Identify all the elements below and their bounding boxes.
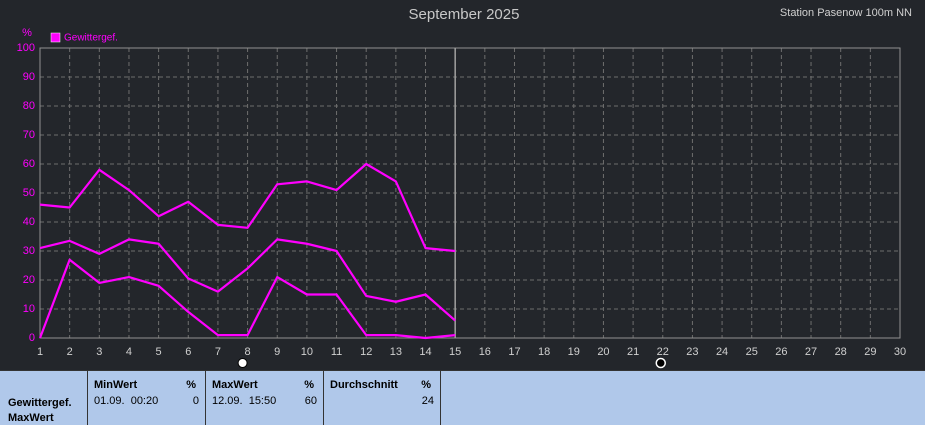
x-tick-label: 11	[331, 346, 342, 358]
legend-label: Gewittergef.	[64, 33, 118, 44]
cell-value: 0	[193, 395, 199, 407]
y-tick-label: 20	[23, 274, 35, 286]
x-tick-label: 3	[96, 346, 102, 358]
x-tick-label: 23	[686, 346, 698, 358]
x-tick-label: 4	[126, 346, 132, 358]
x-tick-label: 26	[775, 346, 787, 358]
x-tick-label: 29	[864, 346, 876, 358]
cell-time: 12.09. 15:50	[212, 395, 276, 407]
series-line	[39, 162, 456, 253]
y-tick-label: 50	[23, 187, 35, 199]
column-unit: %	[421, 379, 431, 391]
moon-icon	[237, 358, 248, 368]
cell-time: 01.09. 00:20	[94, 395, 158, 407]
x-tick-label: 8	[245, 346, 251, 358]
x-tick-label: 12	[360, 346, 372, 358]
x-tick-label: 13	[390, 346, 402, 358]
x-tick-label: 5	[156, 346, 162, 358]
moon-icon	[655, 357, 667, 369]
x-tick-label: 27	[805, 346, 817, 358]
y-axis-label: %	[22, 27, 32, 39]
y-tick-label: 80	[23, 100, 35, 112]
y-tick-label: 100	[17, 42, 35, 54]
x-tick-label: 24	[716, 346, 728, 358]
x-tick-label: 10	[301, 346, 313, 358]
summary-panel	[0, 370, 925, 425]
legend-swatch	[50, 32, 61, 43]
x-tick-label: 18	[538, 346, 550, 358]
chart-title: September 2025	[409, 6, 520, 23]
y-tick-label: 0	[29, 332, 35, 344]
cell-value: 60	[305, 395, 317, 407]
column-title: MaxWert	[212, 379, 258, 391]
column-unit: %	[304, 379, 314, 391]
x-tick-label: 22	[657, 346, 669, 358]
x-tick-label: 30	[894, 346, 906, 358]
x-tick-label: 14	[419, 346, 431, 358]
x-tick-label: 15	[449, 346, 461, 358]
x-tick-label: 25	[746, 346, 758, 358]
x-tick-label: 6	[185, 346, 191, 358]
x-tick-label: 21	[627, 346, 639, 358]
y-tick-label: 30	[23, 245, 35, 257]
column-title: MinWert	[94, 379, 138, 391]
x-tick-label: 28	[835, 346, 847, 358]
y-tick-label: 60	[23, 158, 35, 170]
plot-border	[39, 47, 901, 339]
x-tick-label: 7	[215, 346, 221, 358]
column-title: Durchschnitt	[330, 379, 398, 391]
x-tick-label: 1	[37, 346, 43, 358]
x-tick-label: 17	[508, 346, 520, 358]
x-tick-label: 19	[568, 346, 580, 358]
y-tick-label: 10	[23, 303, 35, 315]
column-unit: %	[186, 379, 196, 391]
series-line	[39, 238, 456, 322]
y-tick-label: 90	[23, 71, 35, 83]
y-tick-label: 70	[23, 129, 35, 141]
row-label: Gewittergef.	[8, 397, 72, 409]
y-tick-label: 40	[23, 216, 35, 228]
x-tick-label: 9	[274, 346, 280, 358]
station: Station Pasenow 100m NN	[780, 7, 912, 19]
x-tick-label: 20	[597, 346, 609, 358]
x-tick-label: 2	[67, 346, 73, 358]
x-tick-label: 16	[479, 346, 491, 358]
background	[0, 0, 925, 370]
series-line	[38, 258, 456, 340]
summary-table: Gewittergef. MaxWert MinWert % 01.09. 00:20 0…	[0, 370, 925, 425]
row-label: MaxWert	[8, 412, 54, 424]
cell-value: 24	[422, 395, 434, 407]
